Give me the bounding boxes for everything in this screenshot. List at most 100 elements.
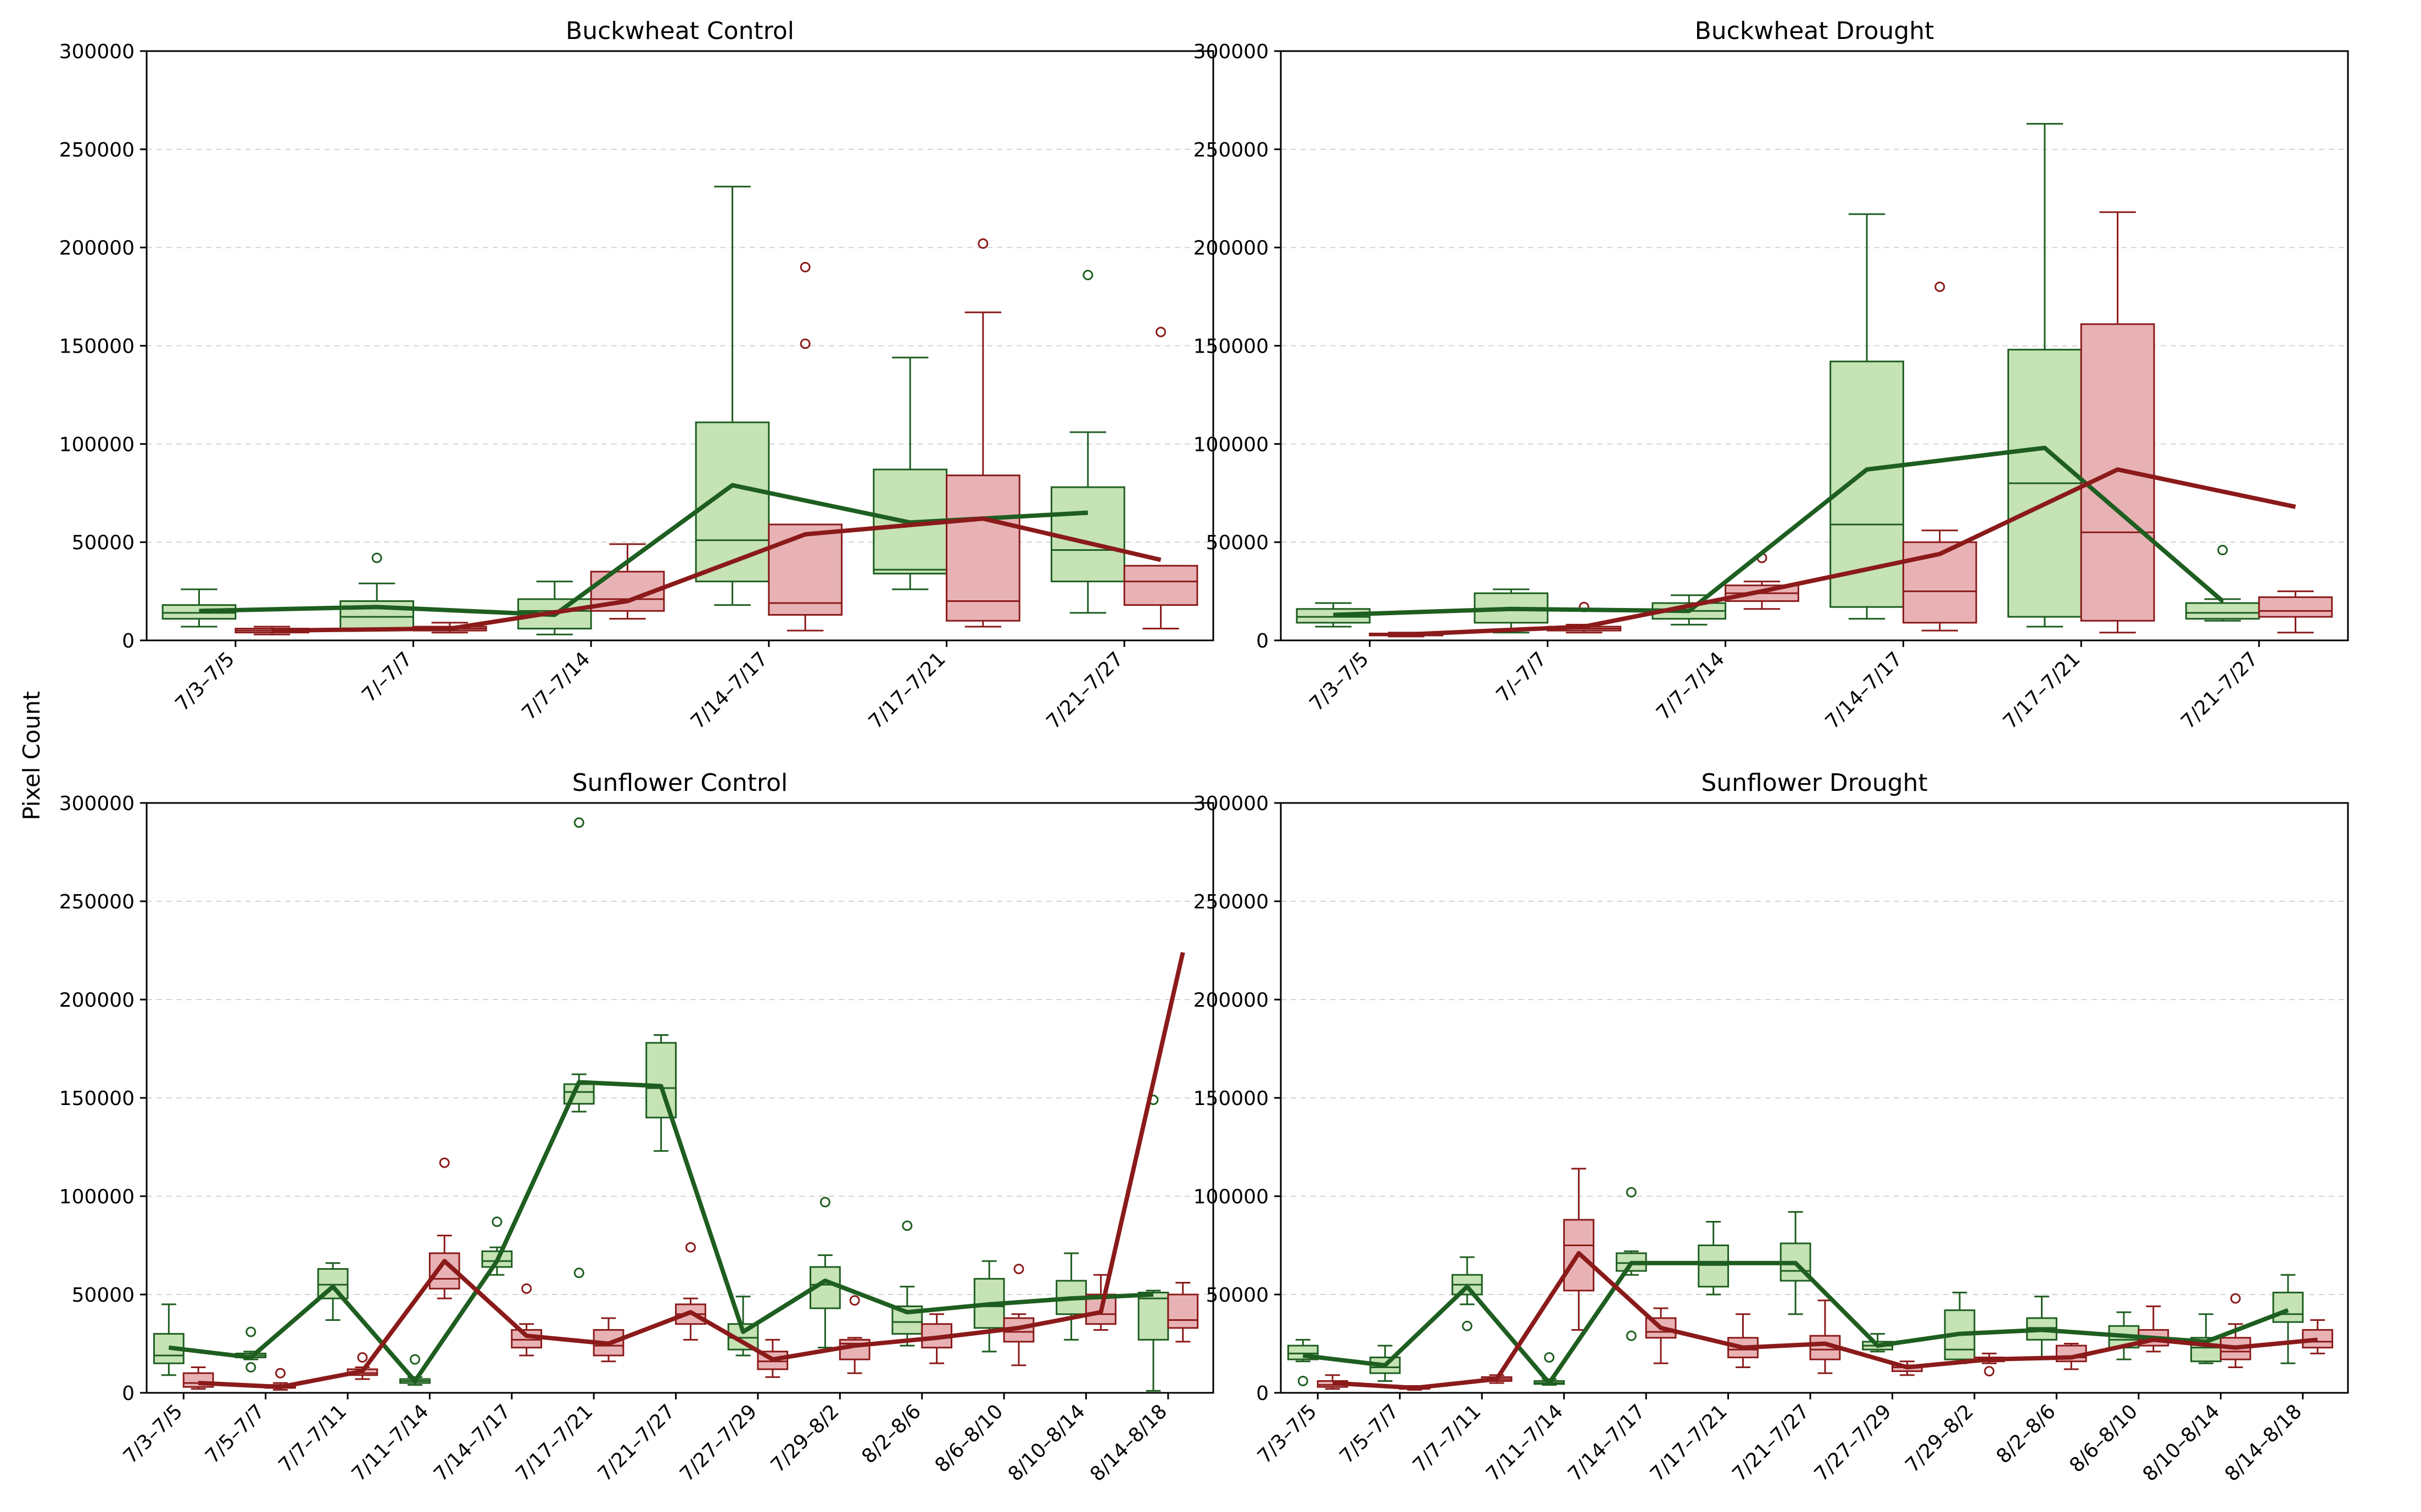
outlier-point: [1934, 281, 1945, 292]
plot-frame: [146, 802, 1214, 1394]
y-tick-label: 200000: [59, 989, 135, 1012]
box-iqr: [2185, 602, 2260, 620]
y-tick-label: 250000: [59, 891, 135, 913]
y-tick-label: 200000: [1193, 237, 1269, 260]
green-box-13: [2272, 1274, 2304, 1364]
outlier-point: [1297, 1376, 1308, 1387]
plot-frame: [1280, 50, 2349, 641]
outlier-point: [246, 1326, 256, 1337]
outlier-point: [246, 1362, 256, 1372]
outlier-point: [685, 1242, 696, 1253]
red-box-6: [1123, 326, 1198, 630]
red-box-6: [2258, 590, 2333, 634]
red-box-7: [1809, 1299, 1841, 1374]
outlier-point: [2230, 1293, 2241, 1304]
y-tick-label: 50000: [71, 1284, 135, 1307]
plot-frame: [1280, 802, 2349, 1394]
y-tick-label: 250000: [59, 139, 135, 161]
y-tick-label: 300000: [1193, 41, 1269, 63]
green-box-6: [2185, 544, 2260, 622]
box-iqr: [1123, 565, 1198, 606]
green-box-6: [1698, 1221, 1730, 1296]
red-mean-line: [1406, 467, 2296, 637]
y-tick-label: 200000: [59, 237, 135, 260]
green-mean-line: [1302, 1260, 2289, 1386]
outlier-point: [521, 1283, 532, 1294]
chart-title: Sunflower Control: [572, 769, 788, 797]
red-box-5: [511, 1283, 543, 1357]
box-iqr: [946, 475, 1020, 622]
box-iqr: [2080, 323, 2155, 622]
outlier-point: [819, 1197, 830, 1208]
y-tick-label: 100000: [59, 1186, 135, 1208]
green-box-7: [645, 1034, 677, 1152]
y-tick-label: 0: [1256, 1382, 1269, 1405]
outlier-point: [1083, 270, 1094, 281]
y-tick-label: 0: [122, 630, 135, 652]
outlier-point: [371, 553, 382, 563]
outlier-point: [1461, 1320, 1472, 1331]
box-iqr: [1167, 1293, 1199, 1329]
y-tick-label: 100000: [1193, 1186, 1269, 1208]
outlier-point: [275, 1368, 286, 1379]
y-tick-label: 300000: [59, 793, 135, 815]
chart-title: Buckwheat Control: [566, 17, 794, 45]
chart-title: Buckwheat Drought: [1695, 17, 1934, 45]
outlier-point: [357, 1352, 368, 1363]
y-tick-label: 150000: [59, 1087, 135, 1110]
red-mean-line: [198, 952, 1185, 1390]
plot-frame: [146, 50, 1214, 641]
outlier-point: [1626, 1330, 1637, 1341]
y-tick-label: 100000: [59, 433, 135, 456]
green-mean-line: [168, 1080, 1154, 1383]
y-tick-label: 250000: [1193, 139, 1269, 161]
outlier-point: [573, 1268, 584, 1279]
red-mean-line: [1332, 1251, 2318, 1391]
red-box-5: [946, 238, 1020, 628]
outlier-point: [849, 1295, 860, 1306]
y-tick-label: 150000: [59, 336, 135, 358]
outlier-point: [800, 261, 811, 272]
box-iqr: [2258, 596, 2333, 618]
green-box-5: [2007, 122, 2082, 628]
outlier-point: [1013, 1263, 1024, 1274]
outlier-point: [1626, 1187, 1637, 1198]
y-tick-label: 300000: [1193, 793, 1269, 815]
box-iqr: [645, 1042, 677, 1119]
outlier-point: [573, 817, 584, 828]
outlier-point: [2217, 544, 2228, 555]
y-tick-label: 0: [122, 1382, 135, 1405]
box-iqr: [1050, 486, 1125, 583]
outlier-point: [409, 1354, 420, 1365]
y-tick-label: 0: [1256, 630, 1269, 652]
y-tick-label: 250000: [1193, 891, 1269, 913]
y-tick-label: 200000: [1193, 989, 1269, 1012]
y-axis-label: Pixel Count: [18, 691, 45, 820]
green-box-6: [1050, 270, 1125, 614]
y-tick-label: 150000: [1193, 1087, 1269, 1110]
box-iqr: [1809, 1335, 1841, 1360]
red-box-13: [1167, 1282, 1199, 1343]
box-iqr: [2272, 1291, 2304, 1323]
y-tick-label: 50000: [1206, 1284, 1269, 1307]
green-box-1: [161, 588, 237, 628]
box-iqr: [1137, 1291, 1169, 1341]
box-iqr: [768, 523, 843, 616]
outlier-point: [902, 1220, 913, 1231]
outlier-point: [492, 1217, 503, 1228]
y-tick-label: 100000: [1193, 433, 1269, 456]
outlier-point: [1544, 1352, 1555, 1363]
outlier-point: [439, 1157, 450, 1168]
y-tick-label: 300000: [59, 41, 135, 63]
box-iqr: [511, 1329, 543, 1349]
outlier-point: [1984, 1366, 1995, 1377]
outlier-point: [800, 338, 811, 349]
red-box-4: [768, 261, 843, 632]
outlier-point: [1156, 326, 1167, 337]
green-box-12: [2190, 1313, 2222, 1364]
outlier-point: [978, 238, 989, 249]
chart-title: Sunflower Drought: [1701, 769, 1927, 797]
red-mean-line: [272, 516, 1162, 633]
green-mean-line: [1333, 445, 2224, 617]
